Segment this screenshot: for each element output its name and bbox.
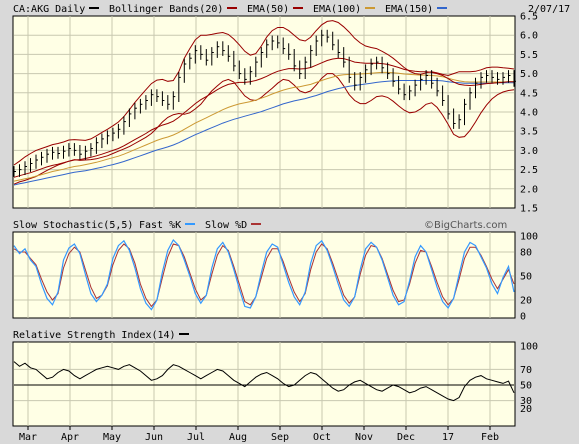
rsi-tick-label: 70 [520, 365, 532, 376]
price-legend-item-4: EMA(150) [385, 4, 433, 15]
x-axis: Mar Apr May Jun Jul Aug Sep Oct Nov Dec 17 Feb [19, 426, 499, 443]
stochastic-panel: Slow Stochastic(5,5) Fast %K Slow %D ©BigC… [12, 220, 538, 323]
price-tick-label: 2.0 [520, 184, 538, 195]
rsi-tick-label: 20 [520, 404, 532, 415]
price-grid [14, 16, 514, 208]
ema150-line [13, 80, 514, 186]
stochastic-legend-item-1: Slow %D [205, 220, 247, 231]
x-tick-label: Feb [481, 432, 499, 443]
bollinger-lower-line [13, 73, 515, 185]
x-tick-label: Jun [145, 432, 163, 443]
stochastic-y-axis: 0 20 50 80 100 [520, 232, 538, 323]
stochastic-tick-label: 20 [520, 296, 532, 307]
x-tick-label: Apr [61, 432, 79, 443]
ema50-line [13, 57, 514, 178]
x-tick-label: 17 [442, 432, 454, 443]
rsi-tick-label: 100 [520, 342, 538, 353]
rsi-legend: Relative Strength Index(14) [13, 330, 189, 341]
price-legend-item-3: EMA(100) [313, 4, 361, 15]
price-tick-label: 3.5 [520, 127, 538, 138]
rsi-tick-label: 50 [520, 381, 532, 392]
price-legend-item-1: Bollinger Bands(20) [109, 4, 223, 15]
price-legend-item-0: CA:AKG Daily [13, 4, 85, 15]
price-panel: CA:AKG Daily Bollinger Bands(20) EMA(50) EM… [12, 4, 570, 215]
rsi-line [13, 361, 515, 402]
stochastic-tick-label: 100 [520, 232, 538, 243]
x-tick-label: Aug [229, 432, 247, 443]
stochastic-legend-item-0: Fast %K [139, 220, 181, 231]
x-tick-label: Sep [271, 432, 289, 443]
x-tick-label: Jul [187, 432, 205, 443]
slow-d-line [13, 243, 515, 308]
stochastic-legend: Slow Stochastic(5,5) Fast %K Slow %D [13, 220, 261, 231]
stochastic-tick-label: 80 [520, 248, 532, 259]
rsi-panel-bg [12, 341, 516, 427]
stochastic-tick-label: 0 [520, 312, 526, 323]
price-bars [13, 29, 516, 177]
ema100-line [13, 71, 514, 182]
fast-k-line [13, 238, 515, 311]
price-tick-label: 6.5 [520, 12, 538, 23]
stochastic-title: Slow Stochastic(5,5) [13, 220, 133, 231]
price-legend: CA:AKG Daily Bollinger Bands(20) EMA(50) EM… [13, 4, 447, 15]
rsi-legend-item-0: Relative Strength Index(14) [13, 330, 176, 341]
x-tick-label: Oct [313, 432, 331, 443]
x-tick-label: May [103, 432, 121, 443]
price-tick-label: 6.0 [520, 31, 538, 42]
x-tick-label: Dec [397, 432, 415, 443]
watermark: ©BigCharts.com [424, 220, 507, 231]
price-tick-label: 5.5 [520, 50, 538, 61]
price-tick-label: 1.5 [520, 204, 538, 215]
stochastic-panel-bg [12, 231, 516, 319]
price-tick-label: 3.0 [520, 146, 538, 157]
price-y-axis: 1.5 2.0 2.5 3.0 3.5 4.0 4.5 5.0 5.5 6.0 6.5 [520, 12, 538, 215]
price-tick-label: 2.5 [520, 165, 538, 176]
price-tick-label: 4.5 [520, 88, 538, 99]
price-tick-label: 5.0 [520, 69, 538, 80]
chart-date: 2/07/17 [528, 4, 570, 15]
x-tick-label: Nov [355, 432, 373, 443]
price-tick-label: 4.0 [520, 108, 538, 119]
rsi-tick-label: 30 [520, 396, 532, 407]
stochastic-tick-label: 50 [520, 272, 532, 283]
x-tick-label: Mar [19, 432, 37, 443]
price-legend-item-2: EMA(50) [247, 4, 289, 15]
